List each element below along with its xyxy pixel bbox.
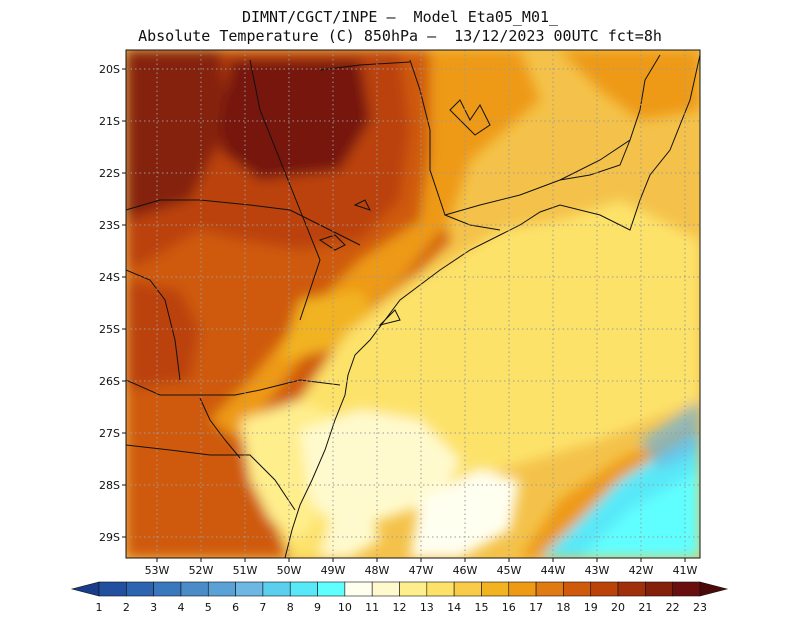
colorbar-cell <box>153 581 182 597</box>
colorbar-label: 6 <box>232 601 239 614</box>
colorbar-label: 21 <box>638 601 652 614</box>
colorbar-cell <box>344 581 373 597</box>
colorbar-label: 10 <box>338 601 352 614</box>
colorbar-arrow-high <box>699 581 729 597</box>
lon-label: 42W <box>629 564 654 577</box>
map-title-line2: Absolute Temperature (C) 850hPa – 13/12/… <box>138 27 662 45</box>
lon-label: 49W <box>321 564 346 577</box>
colorbar-label: 19 <box>584 601 598 614</box>
colorbar-cell <box>672 581 701 597</box>
colorbar-label: 23 <box>693 601 707 614</box>
colorbar-cell <box>262 581 291 597</box>
lon-label: 53W <box>145 564 170 577</box>
colorbar-cell <box>563 581 592 597</box>
lat-label: 26S <box>99 375 120 388</box>
lat-label: 23S <box>99 219 120 232</box>
colorbar-cell <box>399 581 428 597</box>
lat-label: 28S <box>99 479 120 492</box>
colorbar-cell <box>426 581 455 597</box>
colorbar-cell <box>453 581 482 597</box>
temperature-field <box>126 50 700 558</box>
map-title-line1: DIMNT/CGCT/INPE – Model Eta05_M01_ <box>241 8 559 26</box>
lon-label: 47W <box>409 564 434 577</box>
colorbar-labels: 1 2 3 4 5 6 7 8 9 10 11 12 13 14 15 16 17 18 19 20 21 22 23 <box>96 601 708 614</box>
colorbar-label: 9 <box>314 601 321 614</box>
colorbar-cell <box>481 581 510 597</box>
colorbar-label: 1 <box>96 601 103 614</box>
colorbar-label: 4 <box>177 601 184 614</box>
colorbar <box>70 581 729 597</box>
colorbar-cell <box>590 581 619 597</box>
colorbar-cell <box>535 581 564 597</box>
colorbar-label: 12 <box>393 601 407 614</box>
colorbar-cell <box>207 581 236 597</box>
colorbar-label: 11 <box>365 601 379 614</box>
colorbar-cell <box>508 581 537 597</box>
colorbar-label: 18 <box>556 601 570 614</box>
colorbar-label: 16 <box>502 601 516 614</box>
lon-label: 48W <box>365 564 390 577</box>
lon-label: 43W <box>585 564 610 577</box>
colorbar-cell <box>235 581 264 597</box>
colorbar-label: 13 <box>420 601 434 614</box>
colorbar-cell <box>126 581 154 597</box>
lat-label: 22S <box>99 167 120 180</box>
lon-label: 50W <box>277 564 302 577</box>
colorbar-label: 22 <box>666 601 680 614</box>
colorbar-label: 20 <box>611 601 625 614</box>
lat-label: 29S <box>99 531 120 544</box>
colorbar-label: 7 <box>259 601 266 614</box>
lat-label: 24S <box>99 271 120 284</box>
colorbar-cell <box>645 581 673 597</box>
colorbar-label: 5 <box>205 601 212 614</box>
colorbar-label: 15 <box>474 601 488 614</box>
map-frame <box>125 49 701 559</box>
lon-label: 52W <box>189 564 214 577</box>
colorbar-label: 14 <box>447 601 461 614</box>
colorbar-cell <box>180 581 209 597</box>
lon-label: 45W <box>497 564 522 577</box>
colorbar-cell <box>289 581 318 597</box>
lat-label: 27S <box>99 427 120 440</box>
lon-label: 51W <box>233 564 258 577</box>
lat-label: 25S <box>99 323 120 336</box>
colorbar-label: 8 <box>287 601 294 614</box>
lon-label: 46W <box>453 564 478 577</box>
colorbar-label: 2 <box>123 601 130 614</box>
gridlines <box>126 50 700 558</box>
lat-label: 21S <box>99 115 120 128</box>
colorbar-label: 17 <box>529 601 543 614</box>
colorbar-cell <box>317 581 346 597</box>
colorbar-cell <box>617 581 646 597</box>
colorbar-cell <box>98 581 127 597</box>
colorbar-label: 3 <box>150 601 157 614</box>
colorbar-cell <box>371 581 400 597</box>
lon-label: 41W <box>673 564 698 577</box>
lon-label: 44W <box>541 564 566 577</box>
lat-label: 20S <box>99 63 120 76</box>
colorbar-arrow-low <box>70 581 100 597</box>
